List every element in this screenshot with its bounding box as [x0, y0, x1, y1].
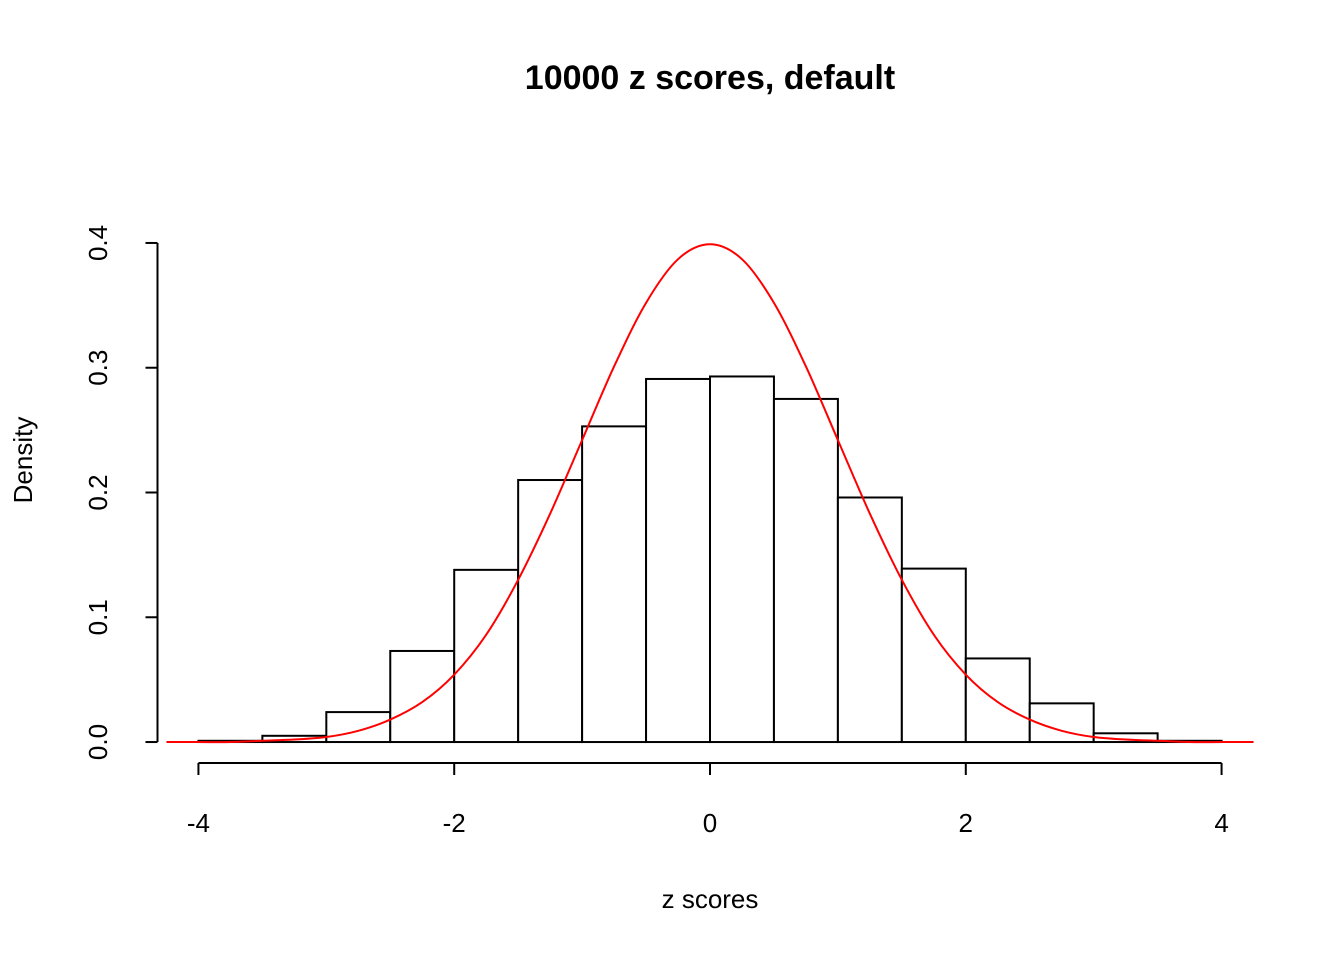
y-tick-label: 0.3	[83, 350, 113, 386]
bar	[709, 375, 775, 744]
y-tick-label: 0.2	[83, 474, 113, 510]
bar	[836, 496, 903, 744]
y-tick-label: 0.1	[83, 599, 113, 635]
bar	[325, 711, 392, 744]
x-tick-label: 4	[1214, 808, 1228, 838]
bar	[581, 425, 648, 744]
x-tick-label: -2	[443, 808, 466, 838]
bar	[900, 567, 967, 744]
x-tick-label: -4	[187, 808, 210, 838]
density-curve	[166, 243, 1254, 744]
bar	[517, 479, 584, 744]
chart-title: 10000 z scores, default	[525, 59, 895, 97]
bar	[645, 377, 711, 744]
y-tick-label: 0.0	[83, 724, 113, 760]
x-axis-label: z scores	[662, 884, 759, 914]
x-tick-label: 2	[959, 808, 973, 838]
y-axis-label: Density	[8, 417, 38, 504]
x-tick-label: 0	[703, 808, 717, 838]
bar	[772, 397, 839, 744]
bar	[1028, 702, 1095, 744]
bar	[964, 657, 1031, 744]
bar	[389, 649, 456, 744]
y-tick-label: 0.4	[83, 225, 113, 261]
